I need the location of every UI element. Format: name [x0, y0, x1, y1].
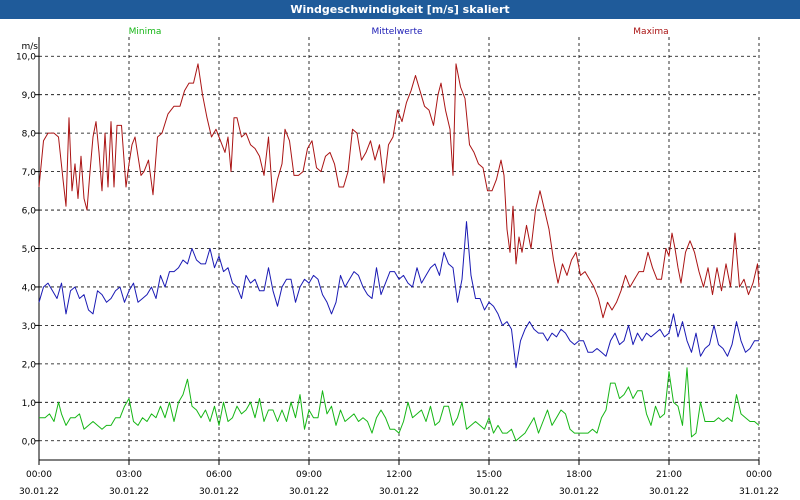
x-tick-date: 31.01.22 [739, 487, 779, 497]
series-lines [38, 63, 760, 442]
x-tick-date: 30.01.22 [649, 487, 689, 497]
x-tick-date: 30.01.22 [469, 487, 509, 497]
series-line-maxima [38, 63, 760, 319]
y-tick-label: 0,0 [22, 437, 37, 447]
series-line-mittelwerte [38, 221, 759, 369]
grid [38, 37, 760, 460]
x-tick-date: 30.01.22 [379, 487, 419, 497]
chart-title: Windgeschwindigkeit [m/s] skaliert [0, 0, 800, 19]
x-tick-time: 00:00 [746, 470, 772, 480]
y-tick-label: 4,0 [22, 283, 37, 293]
y-tick-label: 5,0 [22, 245, 37, 255]
x-tick-date: 30.01.22 [199, 487, 239, 497]
y-tick-label: 6,0 [22, 207, 37, 217]
y-tick-label: 7,0 [22, 168, 37, 178]
y-tick-label: 3,0 [22, 322, 37, 332]
x-tick-time: 00:00 [26, 470, 52, 480]
y-axis-ticks: 0,0 1,0 2,0 3,0 4,0 5,0 6,0 7,0 8,0 9,0 10,0 [16, 53, 39, 447]
legend-maxima: Maxima [633, 27, 668, 37]
y-tick-label: 2,0 [22, 360, 37, 370]
x-tick-date: 30.01.22 [109, 487, 149, 497]
x-tick-time: 15:00 [476, 470, 502, 480]
legend: Maxima Mittelwerte Minima [129, 27, 669, 37]
y-tick-label: 1,0 [22, 399, 37, 409]
x-tick-date: 30.01.22 [289, 487, 329, 497]
y-tick-label: 8,0 [22, 130, 37, 140]
x-tick-time: 06:00 [206, 470, 232, 480]
y-tick-label: 9,0 [22, 91, 37, 101]
x-tick-time: 12:00 [386, 470, 412, 480]
legend-mittelwerte: Mittelwerte [371, 27, 422, 37]
y-tick-label: 10,0 [16, 53, 36, 63]
series-line-minima [39, 367, 760, 442]
x-tick-time: 18:00 [566, 470, 592, 480]
x-tick-time: 21:00 [656, 470, 682, 480]
x-tick-date: 30.01.22 [559, 487, 599, 497]
y-axis-label: m/s [22, 42, 39, 52]
x-tick-time: 03:00 [116, 470, 142, 480]
x-tick-date: 30.01.22 [19, 487, 59, 497]
x-axis-ticks: 00:00 30.01.22 03:00 30.01.22 06:00 30.01.22 0… [19, 460, 779, 497]
x-tick-time: 09:00 [296, 470, 322, 480]
wind-speed-chart: 0,0 1,0 2,0 3,0 4,0 5,0 6,0 7,0 8,0 9,0 10,0 00:00… [16, 27, 779, 497]
legend-minima: Minima [129, 27, 162, 37]
